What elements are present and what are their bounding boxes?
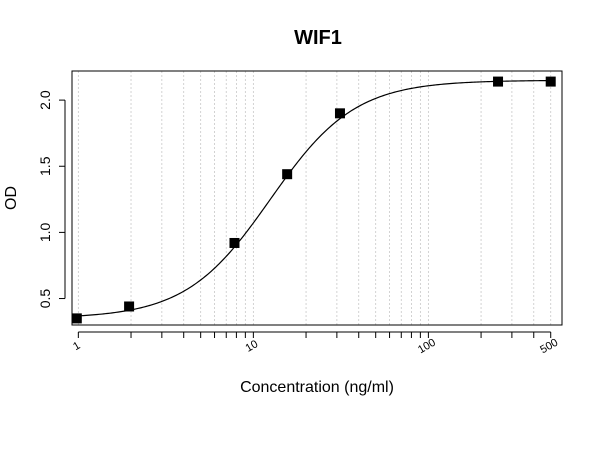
data-point (71, 313, 82, 324)
y-axis: 0.5 1.0 1.5 2.0 (37, 90, 66, 309)
y-tick-label: 0.5 (37, 289, 53, 309)
grid (77, 71, 552, 325)
data-point (334, 108, 345, 119)
y-tick-label: 1.0 (37, 222, 53, 242)
x-axis-title: Concentration (ng/ml) (240, 379, 394, 396)
x-tick-label: 100 (416, 337, 438, 357)
data-point (493, 76, 504, 87)
x-tick-label: 500 (538, 337, 560, 357)
x-tick-label: 10 (244, 338, 261, 355)
y-axis-title: OD (3, 186, 20, 210)
data-point (124, 301, 135, 312)
data-point (282, 169, 293, 180)
y-tick-label: 2.0 (37, 90, 53, 110)
data-point (545, 76, 556, 87)
x-axis: 1 10 100 500 (71, 331, 560, 357)
data-points (71, 76, 556, 324)
fit-curve (76, 79, 551, 317)
y-tick-label: 1.5 (37, 156, 53, 176)
chart-title: WIF1 (294, 27, 342, 49)
data-point (229, 237, 240, 248)
plot-frame (71, 70, 563, 326)
x-tick-label: 1 (71, 340, 82, 353)
